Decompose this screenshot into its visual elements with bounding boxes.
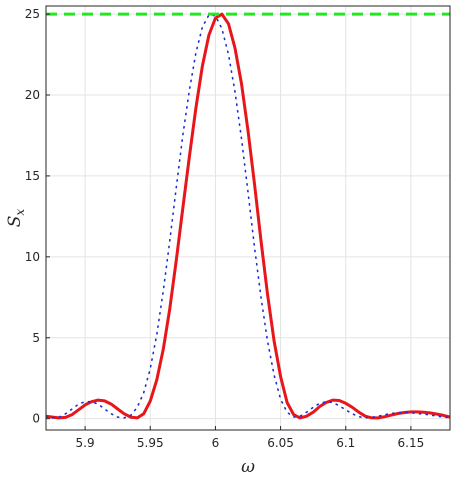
grid	[46, 6, 450, 430]
ticks: 5.9 5.95 6 6.05 6.1 6.15 0 5 10 15 20 25	[25, 7, 425, 450]
x-tick-label: 6	[212, 436, 220, 450]
series-line-solid	[46, 12, 450, 420]
y-tick-label: 15	[25, 169, 40, 183]
x-tick-label: 6.05	[267, 436, 294, 450]
y-axis-label-main: S	[5, 216, 25, 228]
x-axis-label: ω	[241, 457, 255, 477]
x-tick-label: 6.1	[336, 436, 355, 450]
x-tick-label: 6.15	[398, 436, 425, 450]
y-tick-label: 5	[32, 331, 40, 345]
y-tick-label: 10	[25, 250, 40, 264]
y-tick-label: 25	[25, 7, 40, 21]
plot-frame	[45, 5, 451, 431]
y-axis-label: Sx	[5, 209, 27, 228]
y-axis-label-subscript: x	[13, 209, 27, 216]
series-layer	[46, 12, 450, 420]
series-line-dotted	[46, 14, 450, 419]
x-tick-label: 5.9	[76, 436, 95, 450]
y-tick-label: 20	[25, 88, 40, 102]
x-tick-label: 5.95	[137, 436, 164, 450]
y-tick-label: 0	[32, 412, 40, 426]
